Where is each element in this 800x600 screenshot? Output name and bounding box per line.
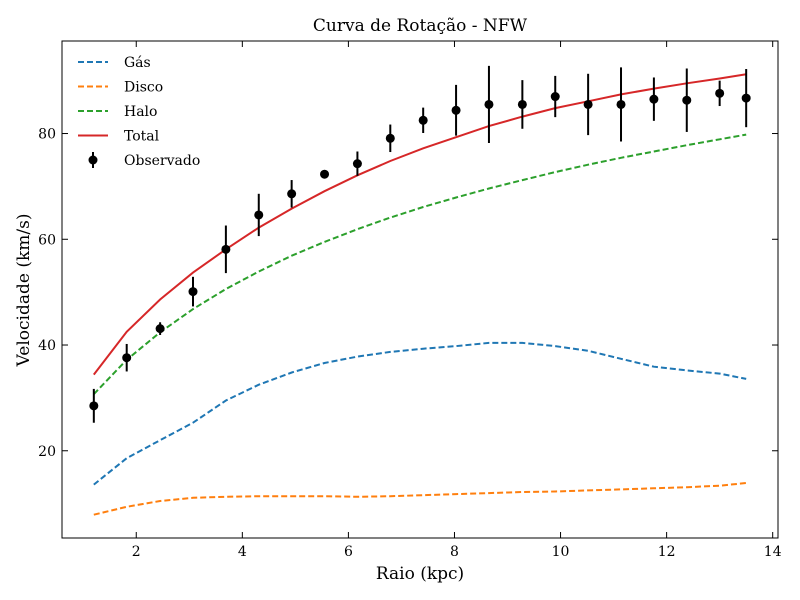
series-line-disco xyxy=(93,482,747,516)
y-tick-label: 60 xyxy=(38,232,56,248)
x-axis-label: Raio (kpc) xyxy=(376,564,464,584)
x-tick-label: 6 xyxy=(344,544,353,560)
x-tick-label: 2 xyxy=(132,544,141,560)
legend-label: Total xyxy=(124,129,160,145)
observed-point xyxy=(385,133,395,143)
observed-point xyxy=(155,324,165,334)
observed-point xyxy=(188,287,198,297)
legend-swatch-observado xyxy=(88,155,98,165)
legend-label: Observado xyxy=(124,153,200,169)
series-line-gás xyxy=(93,341,747,486)
y-tick-label: 80 xyxy=(38,127,56,143)
plot-frame xyxy=(61,40,779,539)
legend-label: Disco xyxy=(124,80,163,96)
observed-point xyxy=(287,189,297,199)
observed-point xyxy=(583,99,593,109)
observed-point xyxy=(122,353,132,363)
legend-label: Halo xyxy=(124,104,157,120)
y-tick-label: 40 xyxy=(38,338,56,354)
x-tick-label: 4 xyxy=(238,544,247,560)
observed-point xyxy=(320,169,330,179)
x-tick-label: 8 xyxy=(450,544,459,560)
x-tick-label: 12 xyxy=(658,544,676,560)
observed-point xyxy=(741,93,751,103)
y-tick-label: 20 xyxy=(38,444,56,460)
observed-point xyxy=(89,401,99,411)
observed-point xyxy=(254,210,264,220)
observed-point xyxy=(484,99,494,109)
plot-area xyxy=(89,65,751,516)
legend-label: Gás xyxy=(124,55,151,71)
observed-point xyxy=(550,92,560,102)
observed-point xyxy=(418,115,428,125)
observed-point xyxy=(451,105,461,115)
series-line-halo xyxy=(93,133,747,395)
series-line-total xyxy=(93,73,747,376)
observed-point xyxy=(715,88,725,98)
observed-point xyxy=(682,95,692,105)
observed-point xyxy=(616,99,626,109)
x-tick-label: 10 xyxy=(552,544,570,560)
x-tick-label: 14 xyxy=(764,544,782,560)
legend: Gás Disco Halo Total Observado xyxy=(78,55,200,169)
observed-point xyxy=(352,159,362,169)
observed-point xyxy=(649,94,659,104)
chart-title: Curva de Rotação - NFW xyxy=(313,16,528,36)
observed-point xyxy=(221,244,231,254)
axis-ticks: 2 4 6 8 10 12 14 20 40 60 80 xyxy=(38,41,782,560)
observed-point xyxy=(517,99,527,109)
y-axis-label: Velocidade (km/s) xyxy=(14,214,34,368)
